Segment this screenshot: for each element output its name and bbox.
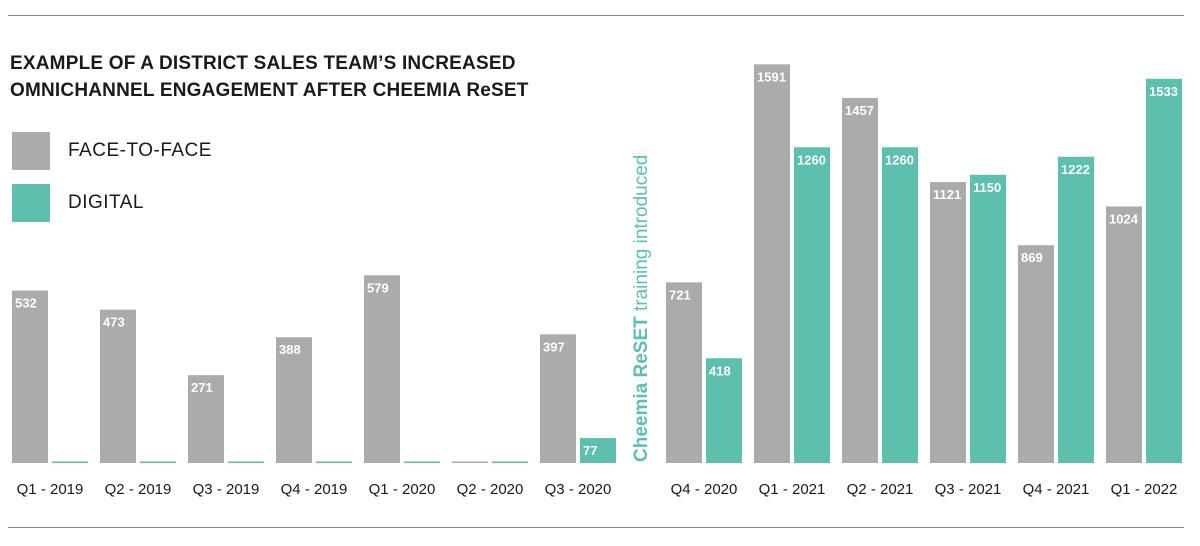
bar-face-to-face-q1-2020 xyxy=(364,275,400,463)
data-label-face-to-face-q3-2021: 1121 xyxy=(933,187,961,202)
category-label-q2-2019: Q2 - 2019 xyxy=(105,481,172,498)
training-annotation-bold: Cheemia ReSET xyxy=(631,316,652,462)
category-label-q3-2021: Q3 - 2021 xyxy=(935,481,1002,498)
category-label-q4-2019: Q4 - 2019 xyxy=(281,481,348,498)
bar-digital-q4-2020 xyxy=(706,358,742,463)
bar-digital-q1-2020 xyxy=(404,461,440,463)
bar-digital-q2-2021 xyxy=(882,147,918,463)
bar-face-to-face-q4-2021 xyxy=(1018,245,1054,463)
bar-digital-q2-2019 xyxy=(140,461,176,463)
bottom-rule xyxy=(8,527,1184,528)
data-label-face-to-face-q3-2019: 271 xyxy=(191,380,213,395)
data-label-face-to-face-q1-2021: 1591 xyxy=(757,69,786,84)
bar-face-to-face-q3-2021 xyxy=(930,182,966,464)
bar-face-to-face-q1-2022 xyxy=(1106,206,1142,463)
data-label-digital-q2-2021: 1260 xyxy=(885,152,914,167)
bar-face-to-face-q4-2020 xyxy=(666,282,702,463)
top-rule xyxy=(8,15,1184,16)
data-label-face-to-face-q1-2020: 579 xyxy=(367,280,389,295)
category-label-q3-2019: Q3 - 2019 xyxy=(193,481,260,498)
data-label-face-to-face-q2-2019: 473 xyxy=(103,315,125,330)
legend-label-face-to-face: FACE-TO-FACE xyxy=(68,140,212,161)
data-label-face-to-face-q4-2020: 721 xyxy=(669,287,691,302)
chart-title-line-2: OMNICHANNEL ENGAGEMENT AFTER CHEEMIA ReS… xyxy=(10,80,529,101)
data-label-face-to-face-q2-2021: 1457 xyxy=(845,103,874,118)
category-label-q2-2021: Q2 - 2021 xyxy=(847,481,914,498)
category-label-q4-2021: Q4 - 2021 xyxy=(1023,481,1090,498)
training-annotation: Cheemia ReSET training introduced xyxy=(631,155,652,462)
legend-item-face-to-face: FACE-TO-FACE xyxy=(12,132,212,170)
data-label-face-to-face-q4-2021: 869 xyxy=(1021,250,1043,265)
data-label-digital-q1-2021: 1260 xyxy=(797,152,826,167)
bar-face-to-face-q3-2020 xyxy=(540,334,576,463)
data-label-digital-q1-2022: 1533 xyxy=(1149,84,1178,99)
bar-face-to-face-q1-2021 xyxy=(754,64,790,463)
bar-digital-q2-2020 xyxy=(492,461,528,463)
data-label-digital-q3-2021: 1150 xyxy=(973,180,1001,195)
bar-digital-q3-2021 xyxy=(970,174,1006,463)
legend-item-digital: DIGITAL xyxy=(12,184,144,222)
category-label-q1-2021: Q1 - 2021 xyxy=(759,481,826,498)
bar-face-to-face-q2-2019 xyxy=(100,309,136,463)
category-label-q1-2022: Q1 - 2022 xyxy=(1111,481,1178,498)
bar-digital-q1-2021 xyxy=(794,147,830,463)
category-label-q4-2020: Q4 - 2020 xyxy=(671,481,738,498)
data-label-face-to-face-q1-2019: 532 xyxy=(15,296,37,311)
chart-title-line-1: EXAMPLE OF A DISTRICT SALES TEAM’S INCRE… xyxy=(10,53,516,74)
data-label-digital-q3-2020: 77 xyxy=(583,443,597,458)
bar-face-to-face-q1-2019 xyxy=(12,290,48,463)
bar-digital-q3-2020 xyxy=(580,438,616,463)
bar-digital-q1-2022 xyxy=(1146,78,1182,463)
legend-label-digital: DIGITAL xyxy=(68,192,144,213)
legend-swatch-face-to-face xyxy=(12,132,50,170)
bar-digital-q4-2019 xyxy=(316,461,352,463)
bar-digital-q3-2019 xyxy=(228,461,264,463)
category-label-q2-2020: Q2 - 2020 xyxy=(457,481,524,498)
category-label-q1-2019: Q1 - 2019 xyxy=(17,481,84,498)
data-label-digital-q4-2021: 1222 xyxy=(1061,162,1090,177)
data-label-digital-q4-2020: 418 xyxy=(709,363,731,378)
bar-face-to-face-q4-2019 xyxy=(276,337,312,463)
training-annotation-rest: training introduced xyxy=(631,155,652,317)
bar-face-to-face-q2-2021 xyxy=(842,97,878,463)
category-label-q3-2020: Q3 - 2020 xyxy=(545,481,612,498)
category-label-q1-2020: Q1 - 2020 xyxy=(369,481,436,498)
data-label-face-to-face-q4-2019: 388 xyxy=(279,342,301,357)
chart-title: EXAMPLE OF A DISTRICT SALES TEAM’S INCRE… xyxy=(10,50,610,104)
bar-digital-q1-2019 xyxy=(52,461,88,463)
bar-face-to-face-q3-2019 xyxy=(188,375,224,463)
bar-face-to-face-q2-2020 xyxy=(452,461,488,463)
bar-digital-q4-2021 xyxy=(1058,156,1094,463)
data-label-face-to-face-q1-2022: 1024 xyxy=(1109,211,1139,226)
data-label-face-to-face-q3-2020: 397 xyxy=(543,339,565,354)
legend-swatch-digital xyxy=(12,184,50,222)
